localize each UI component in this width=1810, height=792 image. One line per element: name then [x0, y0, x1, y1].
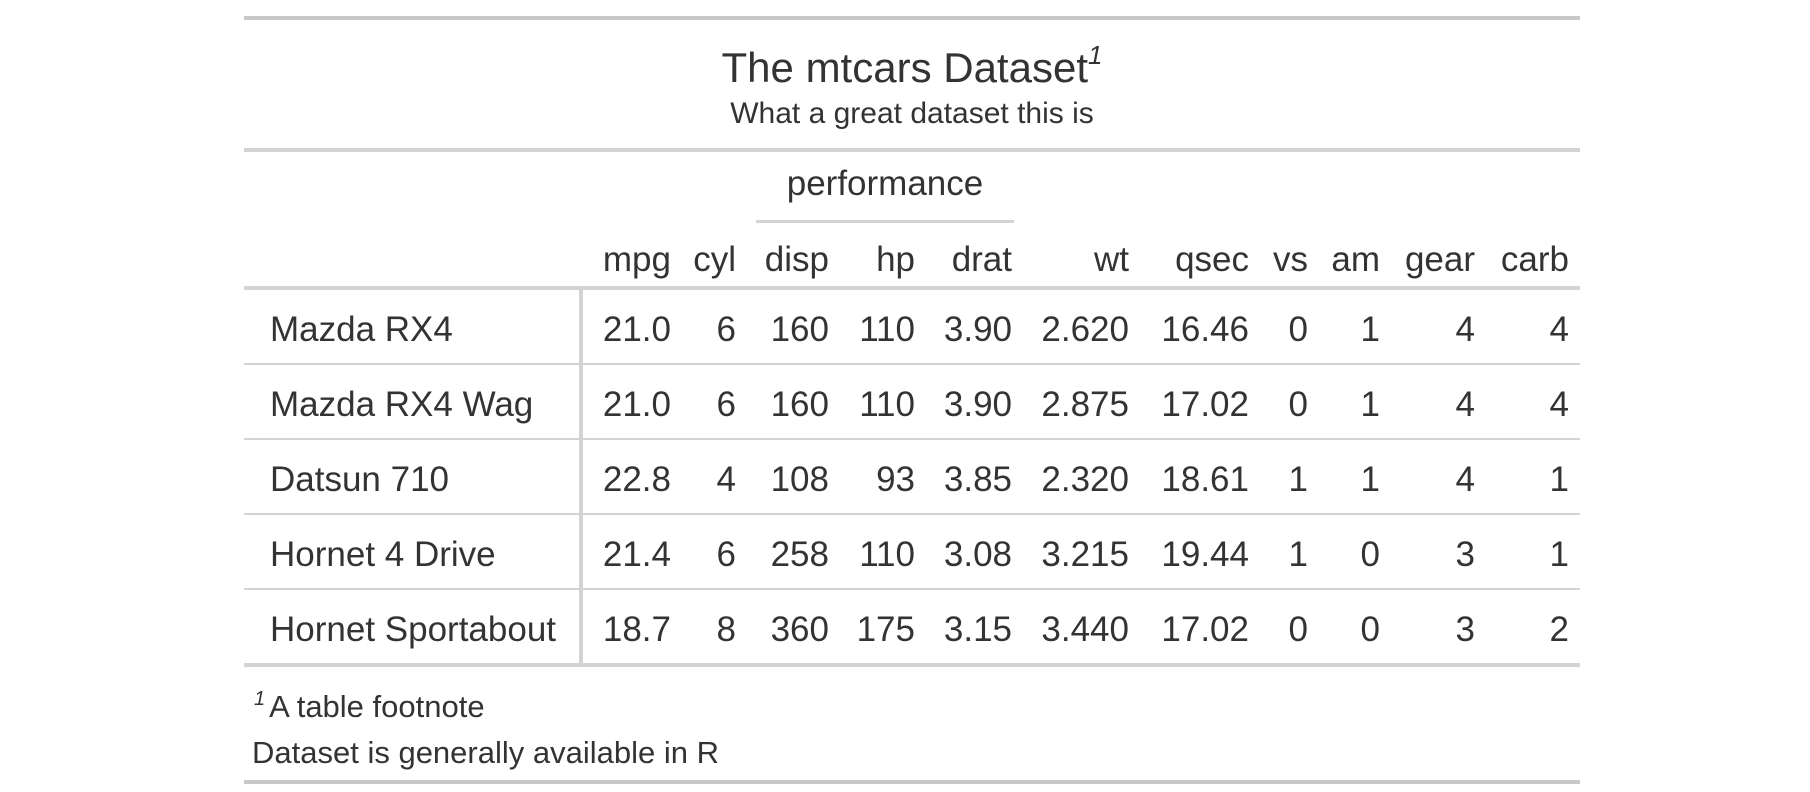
- cell-drat: 3.15: [943, 610, 1012, 649]
- cell-drat: 3.85: [943, 460, 1012, 499]
- cell-mpg: 22.8: [602, 460, 671, 499]
- spanner-label: performance: [786, 164, 984, 203]
- column-header-drat: drat: [951, 240, 1012, 279]
- column-header-qsec: qsec: [1175, 240, 1249, 279]
- table-row: Hornet Sportabout 18.7 8 360 175 3.15 3.440 17.…: [244, 590, 1580, 663]
- cell-cyl: 8: [716, 610, 736, 649]
- table-subtitle: What a great dataset this is: [730, 97, 1094, 130]
- table-row: Hornet 4 Drive 21.4 6 258 110 3.08 3.215 19.44 1…: [244, 515, 1580, 590]
- cell-carb: 1: [1549, 460, 1569, 499]
- cell-am: 1: [1360, 385, 1380, 424]
- cell-mpg: 21.4: [602, 535, 671, 574]
- table-row: Mazda RX4 21.0 6 160 110 3.90 2.620 16.46 0 1 4 4: [244, 290, 1580, 365]
- cell-gear: 4: [1455, 460, 1475, 499]
- column-header-mpg: mpg: [602, 240, 671, 279]
- cell-vs: 0: [1288, 385, 1308, 424]
- cell-qsec: 17.02: [1161, 610, 1249, 649]
- cell-gear: 4: [1455, 385, 1475, 424]
- column-header-area: performance mpg cyl disp hp drat wt qsec vs am ge…: [244, 152, 1580, 286]
- cell-mpg: 21.0: [602, 310, 671, 349]
- cell-wt: 2.320: [1041, 460, 1129, 499]
- cell-disp: 108: [770, 460, 829, 499]
- cell-am: 0: [1360, 610, 1380, 649]
- cell-am: 1: [1360, 460, 1380, 499]
- heading-rule: [244, 148, 1580, 152]
- row-label: Hornet Sportabout: [270, 610, 557, 649]
- source-note: Dataset is generally available in R: [252, 735, 719, 770]
- stub-divider: [579, 365, 583, 438]
- cell-disp: 258: [770, 535, 829, 574]
- stub-divider: [579, 290, 583, 363]
- cell-am: 1: [1360, 310, 1380, 349]
- column-header-wt: wt: [1094, 240, 1129, 279]
- cell-qsec: 18.61: [1161, 460, 1249, 499]
- cell-drat: 3.08: [943, 535, 1012, 574]
- cell-qsec: 17.02: [1161, 385, 1249, 424]
- row-label: Mazda RX4: [270, 310, 453, 349]
- cell-am: 0: [1360, 535, 1380, 574]
- cell-disp: 360: [770, 610, 829, 649]
- stub-divider: [579, 440, 583, 513]
- cell-qsec: 16.46: [1161, 310, 1249, 349]
- cell-mpg: 21.0: [602, 385, 671, 424]
- stub-divider: [579, 590, 583, 663]
- column-header-am: am: [1331, 240, 1380, 279]
- column-header-gear: gear: [1404, 240, 1475, 279]
- cell-carb: 2: [1549, 610, 1569, 649]
- table-title: The mtcars Dataset1: [244, 20, 1580, 91]
- cell-drat: 3.90: [943, 310, 1012, 349]
- column-header-disp: disp: [764, 240, 829, 279]
- cell-vs: 1: [1288, 460, 1308, 499]
- cell-hp: 110: [859, 385, 915, 424]
- cell-vs: 0: [1288, 610, 1308, 649]
- cell-carb: 1: [1549, 535, 1569, 574]
- title-footnote-mark: 1: [1088, 40, 1103, 70]
- cell-disp: 160: [770, 385, 829, 424]
- data-table: The mtcars Dataset1 What a great dataset…: [244, 16, 1580, 784]
- cell-qsec: 19.44: [1161, 535, 1249, 574]
- footnote-mark: 1: [254, 688, 266, 710]
- cell-gear: 3: [1455, 535, 1475, 574]
- cell-hp: 93: [876, 460, 915, 499]
- cell-drat: 3.90: [943, 385, 1012, 424]
- cell-carb: 4: [1549, 310, 1569, 349]
- cell-hp: 175: [856, 610, 915, 649]
- body-bottom-rule: [244, 663, 1580, 667]
- table-body: Mazda RX4 21.0 6 160 110 3.90 2.620 16.46 0 1 4 4 Ma…: [244, 290, 1580, 663]
- cell-vs: 1: [1288, 535, 1308, 574]
- cell-wt: 3.215: [1041, 535, 1129, 574]
- cell-mpg: 18.7: [602, 610, 671, 649]
- cell-gear: 3: [1455, 610, 1475, 649]
- cell-carb: 4: [1549, 385, 1569, 424]
- table-top-rule: [244, 16, 1580, 20]
- cell-cyl: 4: [716, 460, 736, 499]
- title-text: The mtcars Dataset: [721, 44, 1088, 91]
- column-header-cyl: cyl: [693, 240, 736, 279]
- cell-hp: 110: [859, 310, 915, 349]
- spanner-underline: [756, 220, 1014, 223]
- cell-wt: 2.620: [1041, 310, 1129, 349]
- cell-vs: 0: [1288, 310, 1308, 349]
- row-label: Datsun 710: [270, 460, 450, 499]
- cell-cyl: 6: [716, 310, 736, 349]
- row-label: Mazda RX4 Wag: [270, 385, 534, 424]
- stub-divider: [579, 515, 583, 588]
- column-header-vs: vs: [1273, 240, 1308, 279]
- table-bottom-rule: [244, 780, 1580, 784]
- header-rule: [244, 286, 1580, 290]
- table-row: Datsun 710 22.8 4 108 93 3.85 2.320 18.61 1 1 4 1: [244, 440, 1580, 515]
- cell-cyl: 6: [716, 385, 736, 424]
- cell-disp: 160: [770, 310, 829, 349]
- row-label: Hornet 4 Drive: [270, 535, 496, 574]
- table-row: Mazda RX4 Wag 21.0 6 160 110 3.90 2.875 17.02 0 1…: [244, 365, 1580, 440]
- cell-hp: 110: [859, 535, 915, 574]
- cell-wt: 2.875: [1041, 385, 1129, 424]
- column-header-hp: hp: [876, 240, 915, 279]
- cell-wt: 3.440: [1041, 610, 1129, 649]
- footnote-text: A table footnote: [269, 689, 485, 724]
- column-header-carb: carb: [1500, 240, 1569, 279]
- cell-cyl: 6: [716, 535, 736, 574]
- cell-gear: 4: [1455, 310, 1475, 349]
